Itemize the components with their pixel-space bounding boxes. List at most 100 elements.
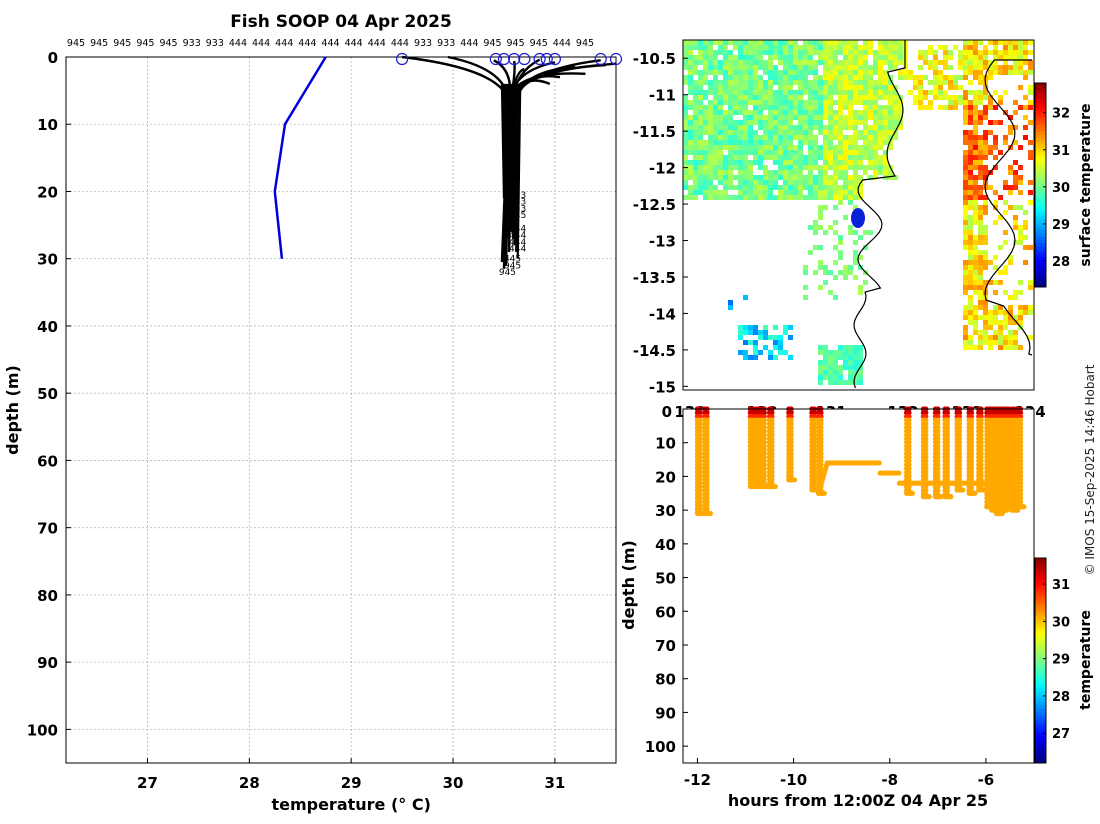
- map-y-tick-label: -11.5: [633, 123, 676, 141]
- profile-surface-marker: [519, 54, 530, 65]
- map-sst-cell: [978, 225, 983, 230]
- map-sst-cell: [773, 70, 778, 75]
- map-sst-cell: [733, 125, 738, 130]
- map-sst-cell: [823, 355, 828, 360]
- map-sst-cell: [863, 90, 868, 95]
- ts-point: [927, 494, 932, 499]
- map-sst-cell: [793, 100, 798, 105]
- map-sst-cell: [713, 50, 718, 55]
- map-sst-cell: [953, 85, 958, 90]
- map-sst-cell: [963, 70, 968, 75]
- map-sst-cell: [708, 115, 713, 120]
- map-sst-cell: [853, 250, 858, 255]
- map-sst-cell: [818, 45, 823, 50]
- map-sst-cell: [973, 95, 978, 100]
- map-sst-cell: [1028, 310, 1033, 315]
- map-sst-cell: [768, 50, 773, 55]
- map-sst-cell: [988, 100, 993, 105]
- map-sst-cell: [933, 75, 938, 80]
- map-sst-cell: [803, 80, 808, 85]
- map-sst-cell: [953, 105, 958, 110]
- map-sst-cell: [983, 250, 988, 255]
- map-sst-cell: [828, 165, 833, 170]
- map-sst-cell: [963, 155, 968, 160]
- map-sst-cell: [1023, 125, 1028, 130]
- map-sst-cell: [963, 180, 968, 185]
- map-sst-cell: [733, 140, 738, 145]
- map-sst-cell: [853, 130, 858, 135]
- map-sst-cell: [808, 95, 813, 100]
- map-sst-cell: [833, 160, 838, 165]
- map-sst-cell: [698, 150, 703, 155]
- map-sst-cell: [748, 330, 753, 335]
- map-sst-cell: [828, 80, 833, 85]
- map-sst-cell: [803, 85, 808, 90]
- map-sst-cell: [993, 335, 998, 340]
- map-sst-cell: [843, 40, 848, 45]
- map-sst-cell: [888, 55, 893, 60]
- map-sst-cell: [1023, 55, 1028, 60]
- map-sst-cell: [873, 135, 878, 140]
- profile-top-label: 444: [252, 38, 270, 49]
- map-sst-cell: [783, 185, 788, 190]
- map-sst-cell: [793, 80, 798, 85]
- map-sst-cell: [723, 140, 728, 145]
- map-sst-cell: [688, 75, 693, 80]
- map-sst-cell: [928, 45, 933, 50]
- map-sst-cell: [788, 150, 793, 155]
- map-sst-cell: [943, 75, 948, 80]
- map-sst-cell: [688, 100, 693, 105]
- map-sst-cell: [788, 45, 793, 50]
- map-sst-cell: [1023, 75, 1028, 80]
- map-sst-cell: [803, 155, 808, 160]
- map-sst-cell: [978, 115, 983, 120]
- ts-x-tick-label: -6: [978, 771, 995, 789]
- map-sst-cell: [813, 245, 818, 250]
- map-sst-cell: [713, 135, 718, 140]
- map-sst-cell: [698, 60, 703, 65]
- map-sst-cell: [843, 355, 848, 360]
- map-sst-cell: [998, 310, 1003, 315]
- map-sst-cell: [968, 55, 973, 60]
- map-sst-cell: [698, 175, 703, 180]
- map-sst-cell: [928, 50, 933, 55]
- map-sst-cell: [788, 145, 793, 150]
- map-sst-cell: [758, 335, 763, 340]
- map-sst-cell: [1003, 50, 1008, 55]
- map-sst-cell: [923, 55, 928, 60]
- map-sst-cell: [763, 45, 768, 50]
- map-sst-cell: [733, 145, 738, 150]
- map-sst-cell: [978, 340, 983, 345]
- map-sst-cell: [858, 85, 863, 90]
- map-sst-cell: [768, 335, 773, 340]
- map-sst-cell: [753, 135, 758, 140]
- map-sst-cell: [833, 175, 838, 180]
- map-sst-cell: [803, 120, 808, 125]
- map-sst-cell: [743, 105, 748, 110]
- map-sst-cell: [758, 180, 763, 185]
- map-sst-cell: [813, 225, 818, 230]
- map-sst-cell: [708, 175, 713, 180]
- map-sst-cell: [843, 275, 848, 280]
- map-sst-cell: [963, 105, 968, 110]
- map-sst-cell: [858, 355, 863, 360]
- ts-colorbar-segment: [1035, 565, 1046, 569]
- map-sst-cell: [983, 90, 988, 95]
- map-sst-cell: [783, 125, 788, 130]
- profile-x-tick-label: 28: [239, 774, 260, 792]
- map-sst-cell: [868, 125, 873, 130]
- map-sst-cell: [738, 175, 743, 180]
- map-sst-cell: [853, 190, 858, 195]
- map-sst-cell: [688, 135, 693, 140]
- map-sst-cell: [838, 130, 843, 135]
- map-sst-cell: [963, 100, 968, 105]
- map-sst-cell: [973, 165, 978, 170]
- map-sst-cell: [788, 355, 793, 360]
- map-sst-cell: [1023, 305, 1028, 310]
- map-sst-cell: [1018, 240, 1023, 245]
- ts-colorbar-segment: [1035, 637, 1046, 641]
- map-sst-cell: [778, 70, 783, 75]
- ts-y-tick-label: 10: [655, 435, 676, 453]
- ts-x-axis-label: hours from 12:00Z 04 Apr 25: [728, 791, 988, 810]
- map-sst-cell: [703, 175, 708, 180]
